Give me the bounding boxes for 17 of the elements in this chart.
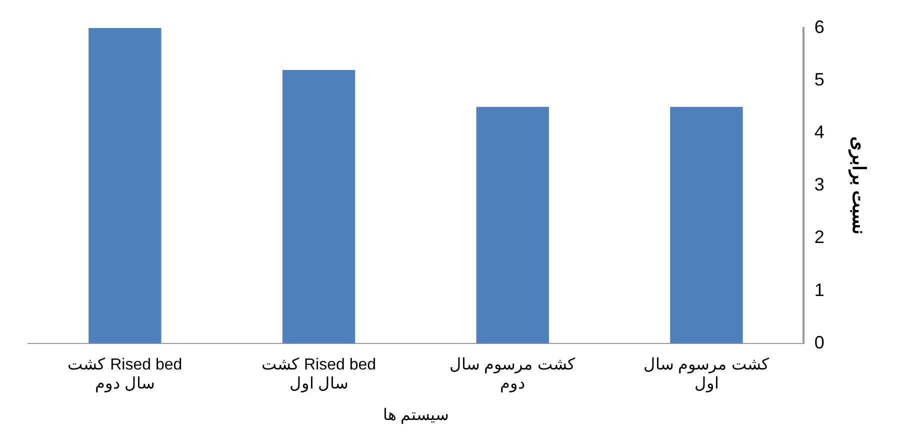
y-tick-label: 3 bbox=[814, 174, 824, 195]
y-tick-label: 5 bbox=[814, 70, 824, 90]
x-axis-title: سیستم ها bbox=[382, 406, 448, 424]
x-tick-label: کشت مرسوم سال اول bbox=[644, 356, 770, 393]
x-tick-label: کشت Rised bed سال دوم bbox=[68, 356, 182, 393]
x-tick-label: کشت Rised bed سال اول bbox=[262, 356, 376, 393]
y-tick-label: 2 bbox=[814, 227, 824, 248]
y-tick-label: 6 bbox=[814, 16, 824, 37]
bar bbox=[88, 28, 162, 344]
bar bbox=[670, 106, 743, 344]
bar bbox=[476, 106, 549, 344]
y-axis-title: نسبت برابری bbox=[848, 136, 870, 235]
y-tick-label: 4 bbox=[814, 122, 824, 142]
y-tick-label: 1 bbox=[814, 280, 824, 300]
bar bbox=[282, 70, 356, 344]
x-tick-label: کشت مرسوم سال دوم bbox=[450, 356, 576, 393]
y-tick-label: 0 bbox=[814, 332, 824, 352]
